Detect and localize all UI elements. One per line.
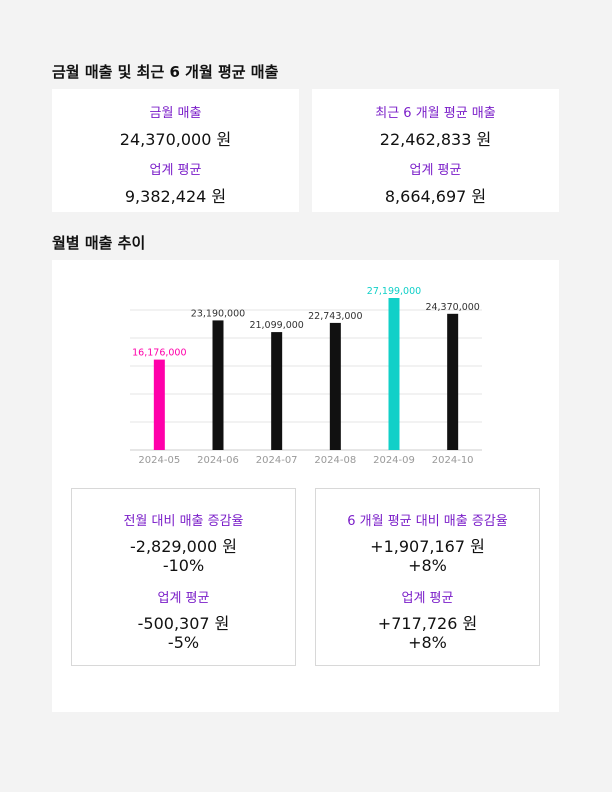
six-month-avg-sales-value: 22,462,833 원 (379, 130, 492, 149)
bar-value-label: 16,176,000 (132, 348, 186, 359)
current-month-sales-card: 금월 매출 24,370,000 원 업계 평균 9,382,424 원 (52, 89, 299, 212)
industry-avg-change-value: -500,307 원 (137, 614, 230, 633)
industry-avg-change-percent: -5% (167, 633, 200, 652)
bar-2024-09 (388, 298, 400, 450)
summary-section-title: 금월 매출 및 최근 6 개월 평균 매출 (52, 63, 279, 81)
industry-avg-label: 업계 평균 (157, 591, 210, 606)
x-tick-label: 2024-08 (314, 455, 356, 466)
x-tick-label: 2024-07 (256, 455, 298, 466)
prev-month-change-value: -2,829,000 원 (129, 537, 237, 556)
bar-2024-08 (329, 322, 341, 450)
six-month-avg-change-card: 6 개월 평균 대비 매출 증감율 +1,907,167 원 +8% 업계 평균… (315, 488, 540, 666)
industry-avg-value: 8,664,697 원 (384, 187, 487, 206)
six-month-avg-change-label: 6 개월 평균 대비 매출 증감율 (347, 514, 508, 529)
bar-2024-05 (153, 359, 165, 450)
six-month-avg-change-value: +1,907,167 원 (370, 537, 485, 556)
six-month-avg-change-percent: +8% (408, 556, 447, 575)
x-tick-label: 2024-06 (197, 455, 239, 466)
industry-avg-value: 9,382,424 원 (124, 187, 227, 206)
bar-2024-06 (212, 320, 224, 450)
industry-avg-change-percent: +8% (408, 633, 447, 652)
industry-avg-change-value: +717,726 원 (377, 614, 478, 633)
bar-value-label: 23,190,000 (191, 308, 245, 319)
industry-avg-label: 업계 평균 (409, 163, 462, 178)
bar-2024-10 (447, 313, 459, 450)
monthly-sales-chart-panel: 16,176,000 23,190,000 21,099,000 22,743,000… (52, 260, 559, 712)
x-tick-label: 2024-09 (373, 455, 415, 466)
prev-month-change-label: 전월 대비 매출 증감율 (123, 514, 244, 529)
current-month-sales-value: 24,370,000 원 (119, 130, 232, 149)
trend-section-title: 월별 매출 추이 (52, 234, 146, 252)
prev-month-change-percent: -10% (162, 556, 205, 575)
x-tick-label: 2024-10 (432, 455, 474, 466)
industry-avg-label: 업계 평균 (401, 591, 454, 606)
bar-value-label: 22,743,000 (308, 311, 362, 322)
six-month-avg-sales-label: 최근 6 개월 평균 매출 (375, 106, 496, 121)
x-tick-label: 2024-05 (138, 455, 180, 466)
industry-avg-label: 업계 평균 (149, 163, 202, 178)
bar-value-label: 27,199,000 (367, 286, 421, 297)
monthly-sales-bar-chart: 16,176,000 23,190,000 21,099,000 22,743,000… (130, 286, 482, 466)
current-month-sales-label: 금월 매출 (149, 106, 202, 121)
prev-month-change-card: 전월 대비 매출 증감율 -2,829,000 원 -10% 업계 평균 -50… (71, 488, 296, 666)
bar-value-label: 21,099,000 (249, 320, 303, 331)
six-month-avg-sales-card: 최근 6 개월 평균 매출 22,462,833 원 업계 평균 8,664,6… (312, 89, 559, 212)
bar-2024-07 (271, 332, 283, 450)
bar-value-label: 24,370,000 (425, 302, 479, 313)
